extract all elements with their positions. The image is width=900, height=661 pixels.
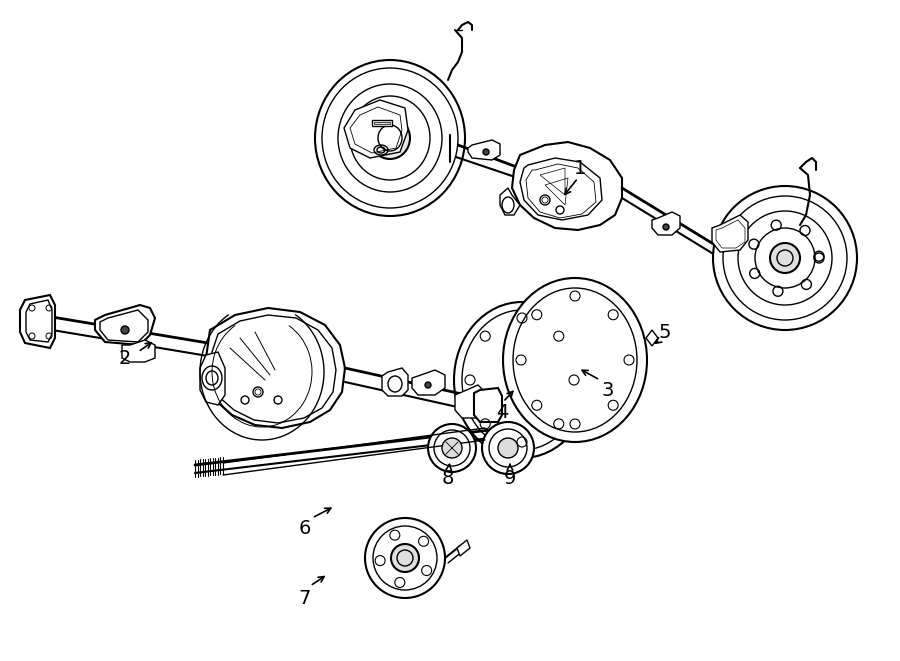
Ellipse shape (503, 278, 647, 442)
Ellipse shape (483, 149, 489, 155)
Polygon shape (712, 215, 748, 252)
Polygon shape (512, 142, 622, 230)
Polygon shape (468, 140, 500, 160)
Polygon shape (344, 100, 408, 158)
Polygon shape (412, 370, 445, 395)
Ellipse shape (723, 196, 847, 320)
Ellipse shape (713, 186, 857, 330)
Ellipse shape (370, 117, 410, 159)
Polygon shape (455, 385, 488, 418)
Ellipse shape (425, 382, 431, 388)
Ellipse shape (322, 68, 458, 208)
Text: 9: 9 (504, 469, 517, 488)
Ellipse shape (442, 438, 462, 458)
Ellipse shape (428, 424, 476, 472)
Polygon shape (372, 120, 392, 126)
Ellipse shape (391, 544, 419, 572)
Ellipse shape (365, 518, 445, 598)
Text: 5: 5 (659, 323, 671, 342)
Polygon shape (206, 308, 345, 428)
Polygon shape (122, 340, 155, 362)
Polygon shape (474, 388, 502, 422)
Text: 3: 3 (602, 381, 614, 399)
Polygon shape (200, 352, 225, 405)
Polygon shape (20, 295, 55, 348)
Ellipse shape (315, 60, 465, 216)
Polygon shape (500, 188, 520, 215)
Polygon shape (374, 122, 390, 124)
Ellipse shape (482, 422, 534, 474)
Ellipse shape (454, 302, 590, 458)
Text: 1: 1 (574, 159, 586, 178)
Ellipse shape (663, 224, 669, 230)
Text: 7: 7 (299, 588, 311, 607)
Polygon shape (457, 540, 470, 556)
Text: 8: 8 (442, 469, 454, 488)
Polygon shape (646, 330, 658, 346)
Polygon shape (95, 305, 155, 345)
Text: 2: 2 (119, 348, 131, 368)
Ellipse shape (498, 438, 518, 458)
Ellipse shape (121, 326, 129, 334)
Polygon shape (652, 212, 680, 235)
Text: 6: 6 (299, 518, 311, 537)
Ellipse shape (770, 243, 800, 273)
Polygon shape (382, 368, 408, 396)
Text: 4: 4 (496, 403, 508, 422)
